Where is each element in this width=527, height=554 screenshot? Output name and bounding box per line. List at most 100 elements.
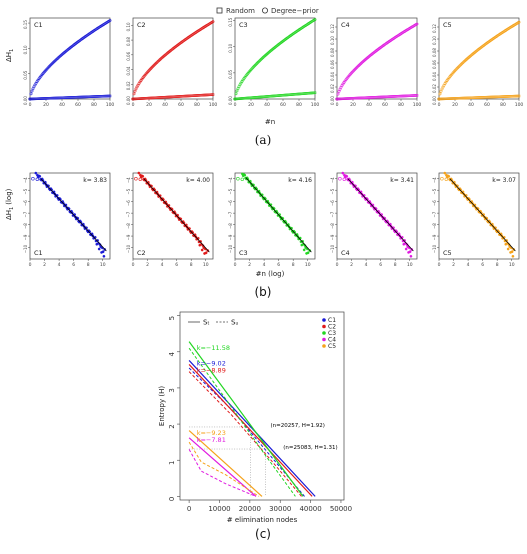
y-tick-label: 1 [168, 460, 176, 464]
legend-random-label: Random [226, 7, 255, 15]
y-tick-label: 0.00 [432, 96, 437, 105]
y-tick-label: −4 [432, 177, 437, 183]
caption-a: (a) [255, 133, 272, 147]
y-tick-label: 0.02 [330, 84, 335, 93]
y-tick-label: 0.15 [23, 20, 28, 29]
plot-frame [179, 311, 345, 501]
x-tick-label: 6 [175, 262, 178, 268]
y-tick-label: −6 [432, 200, 437, 206]
data-point [409, 254, 413, 258]
legend-dot-c2 [322, 324, 326, 329]
x-tick-label: 4 [365, 262, 368, 268]
y-tick-label: 4 [168, 352, 176, 357]
x-tick-label: 8 [394, 262, 397, 268]
data-point [240, 177, 244, 182]
y-tick-label: 0.02 [126, 81, 131, 90]
series-c1-st [188, 360, 316, 497]
annotation-label: k=−9.02 [197, 360, 226, 368]
annotation-label: (n=25083, H=1.31) [283, 445, 337, 451]
random-point [108, 94, 112, 98]
subplot-frame [29, 17, 111, 100]
series-c3-st [188, 341, 304, 497]
y-tick-label: −7 [23, 211, 28, 217]
y-tick-label: −9 [228, 234, 233, 240]
k-value-label: k= 4.16 [288, 177, 312, 184]
x-tick-label: 40 [162, 102, 168, 108]
y-tick-label: −6 [126, 200, 131, 206]
x-tick-label: 0 [336, 102, 339, 108]
caption-c: (c) [255, 527, 271, 541]
legend-degree-prior-label: Degree−prior [271, 7, 319, 15]
data-point [38, 175, 42, 178]
data-point [506, 247, 510, 251]
degree-prior-point [132, 92, 136, 96]
y-tick-label: −7 [330, 211, 335, 217]
panel-b-c1: C1 k= 3.83 0 2 4 6 8 10 −4 −5 −6 −7 −8 −9 −10 [23, 171, 111, 268]
fit-line [40, 178, 107, 252]
x-tick-label: 40 [366, 102, 372, 108]
degree-prior-point [29, 92, 33, 96]
degree-prior-point [30, 89, 34, 93]
fit-line [245, 177, 312, 253]
panel-b-c4: C4 k= 3.41 0 2 4 6 8 10 −4 −5 −6 −7 −8 −9 −10 [330, 171, 418, 268]
data-point [141, 175, 145, 178]
random-point [415, 94, 419, 97]
subplot-label: C5 [443, 21, 452, 29]
y-axis-label: Entropy (H) [158, 386, 166, 426]
y-tick-label: 0.00 [126, 96, 131, 105]
series-c4-su [188, 449, 257, 497]
y-tick-label: 0.08 [330, 48, 335, 57]
degree-prior-point [234, 92, 238, 96]
x-tick-label: 10 [407, 262, 413, 268]
data-point [444, 177, 448, 182]
data-point [440, 177, 444, 181]
degree-prior-point [415, 22, 419, 26]
panel-a-c4: C4 0 20 40 60 80 100 0.00 0.02 0.04 0.06 0.08 0.10 0.… [330, 17, 421, 108]
x-tick-label: 60 [280, 102, 286, 108]
x-tick-label: 2 [248, 262, 251, 268]
x-tick-label: 100 [515, 102, 524, 108]
y-tick-label: 0.00 [23, 96, 28, 105]
legend-dot-c1 [322, 318, 326, 322]
data-point [404, 247, 408, 251]
data-point [31, 177, 35, 181]
y-tick-label: 2 [168, 424, 176, 428]
y-tick-label: 0.10 [228, 43, 233, 52]
legend-label-c5: C5 [328, 343, 336, 350]
x-tick-label: 10 [305, 262, 311, 268]
data-point [342, 177, 346, 182]
data-point [443, 171, 447, 175]
panel-a-c5: C5 0 20 40 60 80 100 0.00 0.02 0.04 0.06 0.08 0.10 0.… [432, 17, 524, 108]
x-tick-label: 0 [132, 102, 135, 108]
x-tick-label: 8 [190, 262, 193, 268]
x-tick-label: 6 [379, 262, 382, 268]
caption-b: (b) [255, 285, 272, 299]
legend-label-c4: C4 [328, 337, 336, 344]
x-tick-label: 80 [500, 102, 506, 108]
fit-line [347, 178, 414, 252]
legend-random-marker [216, 7, 223, 14]
x-tick-label: 0 [234, 102, 237, 108]
data-point [338, 177, 342, 181]
x-tick-label: 4 [58, 262, 61, 268]
data-point [408, 250, 412, 254]
data-point [510, 250, 514, 254]
x-tick-label: 20 [452, 102, 458, 108]
x-tick-label: 4 [161, 262, 164, 268]
x-tick-label: 20 [146, 102, 152, 108]
legend-degree-prior-marker [261, 7, 268, 14]
x-axis-label: # elimination nodes [227, 516, 298, 524]
legend-dot-c5 [322, 344, 326, 348]
data-point [97, 247, 101, 251]
annotation-label: (n=20257, H=1.92) [271, 423, 325, 429]
data-point [134, 177, 138, 181]
subplot-frame [336, 17, 418, 100]
x-tick-label: 80 [194, 102, 200, 108]
y-tick-label: 0.05 [23, 70, 28, 79]
y-tick-label: −6 [330, 200, 335, 206]
y-tick-label: −4 [23, 177, 28, 183]
data-point [345, 175, 349, 178]
y-tick-label: −10 [126, 244, 131, 253]
